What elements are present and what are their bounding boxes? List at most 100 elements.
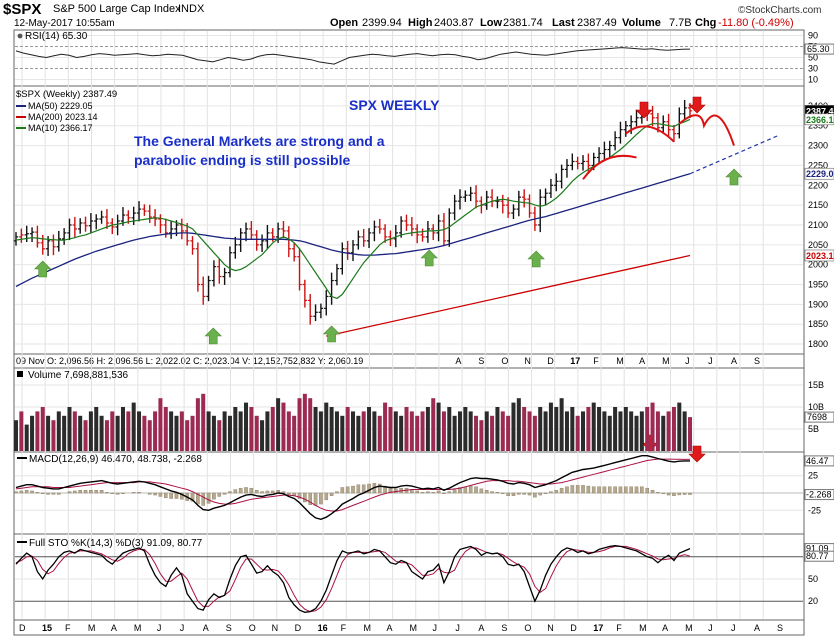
volume-bar	[88, 411, 93, 451]
header-volume-label: Volume	[622, 17, 661, 29]
volume-bar	[254, 415, 259, 451]
volume-bar	[30, 415, 35, 451]
volume-bar	[436, 402, 441, 451]
x-axis-bottom-label: O	[249, 623, 256, 633]
volume-bar	[629, 411, 634, 451]
macd-right-label: -2.268	[806, 490, 832, 500]
x-axis-top-label: 17	[570, 356, 580, 366]
header-open-label: Open	[330, 17, 358, 29]
macd-histogram-bar	[110, 492, 115, 494]
volume-bar	[206, 411, 211, 451]
ma50-projection-dashed	[689, 135, 779, 175]
volume-bar	[179, 411, 184, 451]
macd-histogram-bar	[559, 487, 564, 494]
macd-histogram-bar	[94, 490, 99, 494]
price-tick-label: 1900	[808, 299, 828, 309]
price-tick-label: 2100	[808, 220, 828, 230]
macd-histogram-bar	[458, 487, 462, 494]
volume-bar	[222, 411, 227, 451]
macd-histogram-bar	[19, 490, 24, 494]
price-right-label-box	[804, 167, 834, 180]
volume-bar	[334, 411, 339, 451]
macd-histogram-bar	[89, 490, 93, 494]
volume-bar	[677, 402, 682, 451]
volume-bar	[297, 398, 302, 451]
macd-histogram-bar	[677, 492, 682, 496]
volume-bar	[94, 407, 99, 451]
rsi-layer	[15, 47, 691, 65]
volume-bar	[618, 411, 623, 451]
price-tick-label: 2300	[808, 141, 828, 151]
volume-tick-label: 15B	[808, 380, 824, 390]
x-axis-bottom-label: J	[731, 623, 736, 633]
x-axis-top-label: O	[501, 356, 508, 366]
volume-last-label-box	[804, 411, 834, 423]
macd-histogram-bar	[56, 492, 61, 495]
x-axis-bottom-label: D	[570, 623, 577, 633]
macd-histogram-bar	[666, 492, 671, 496]
x-axis-top-label: N	[524, 356, 531, 366]
macd-histogram-bar	[163, 492, 168, 499]
macd-histogram-bar	[581, 485, 585, 494]
green-up-arrow	[725, 168, 743, 186]
green-up-arrow	[322, 325, 341, 343]
volume-bar	[67, 407, 72, 451]
volume-bar	[661, 415, 666, 451]
header-chg-label: Chg	[695, 17, 716, 29]
volume-bar	[388, 407, 393, 451]
x-axis-bottom-label: J	[157, 623, 162, 633]
volume-bar	[441, 411, 446, 451]
volume-bar	[356, 415, 361, 451]
macd-histogram-bar	[607, 486, 612, 494]
macd-histogram-bar	[83, 490, 88, 494]
volume-bar	[522, 407, 527, 451]
macd-histogram-bar	[426, 491, 430, 494]
volume-bar	[40, 407, 45, 451]
volume-bar	[190, 415, 195, 451]
x-axis-bottom-label: A	[662, 623, 668, 633]
x-axis-bottom-label: J	[432, 623, 437, 633]
x-axis-top-label: S	[478, 356, 484, 366]
volume-bar	[19, 411, 24, 451]
x-axis-bottom-label: N	[547, 623, 554, 633]
header-low-value: 2381.74	[503, 17, 543, 29]
volume-bar	[671, 407, 676, 451]
macd-layer	[14, 455, 692, 521]
volume-bar	[581, 411, 586, 451]
volume-bar	[623, 407, 628, 451]
volume-bar	[377, 415, 382, 451]
chart-header: $SPX S&P 500 Large Cap Index INDX 12-May…	[3, 1, 822, 29]
macd-histogram-bar	[238, 487, 243, 494]
volume-bar	[302, 393, 307, 451]
macd-histogram-bar	[260, 491, 264, 494]
macd-histogram-bar	[265, 490, 270, 494]
volume-bar	[158, 398, 163, 451]
macd-histogram-bar	[105, 492, 109, 494]
volume-tick-label: 5B	[808, 424, 819, 434]
sto-layer	[15, 545, 691, 613]
volume-bar	[51, 420, 56, 451]
x-axis-bottom-label: F	[65, 623, 71, 633]
x-axis-bottom-label: O	[524, 623, 531, 633]
volume-bar	[532, 415, 537, 451]
volume-bar	[270, 407, 275, 451]
volume-bar	[13, 420, 19, 451]
volume-bar	[211, 415, 216, 451]
volume-bar	[153, 411, 158, 451]
header-chg-value: -11.80 (-0.49%)	[718, 17, 794, 29]
macd-histogram-bar	[233, 489, 238, 494]
rsi-last-label: 65.30	[807, 44, 830, 54]
volume-bar	[265, 411, 270, 451]
macd-histogram-bar	[650, 490, 655, 494]
rsi-tick-label: 10	[808, 75, 818, 85]
macd-tick-label: 25	[808, 471, 818, 481]
header-volume-value: 7.7B	[669, 17, 692, 29]
macd-histogram-bar	[78, 490, 82, 494]
macd-histogram-bar	[303, 492, 307, 503]
macd-histogram-bar	[340, 487, 345, 494]
sto-legend: Full STO %K(14,3) %D(3) 91.09, 80.77	[17, 538, 203, 549]
annotation-title: SPX WEEKLY	[349, 97, 440, 113]
macd-histogram-bar	[436, 490, 441, 494]
volume-bar	[238, 411, 243, 451]
x-axis-bottom-label: S	[501, 623, 507, 633]
